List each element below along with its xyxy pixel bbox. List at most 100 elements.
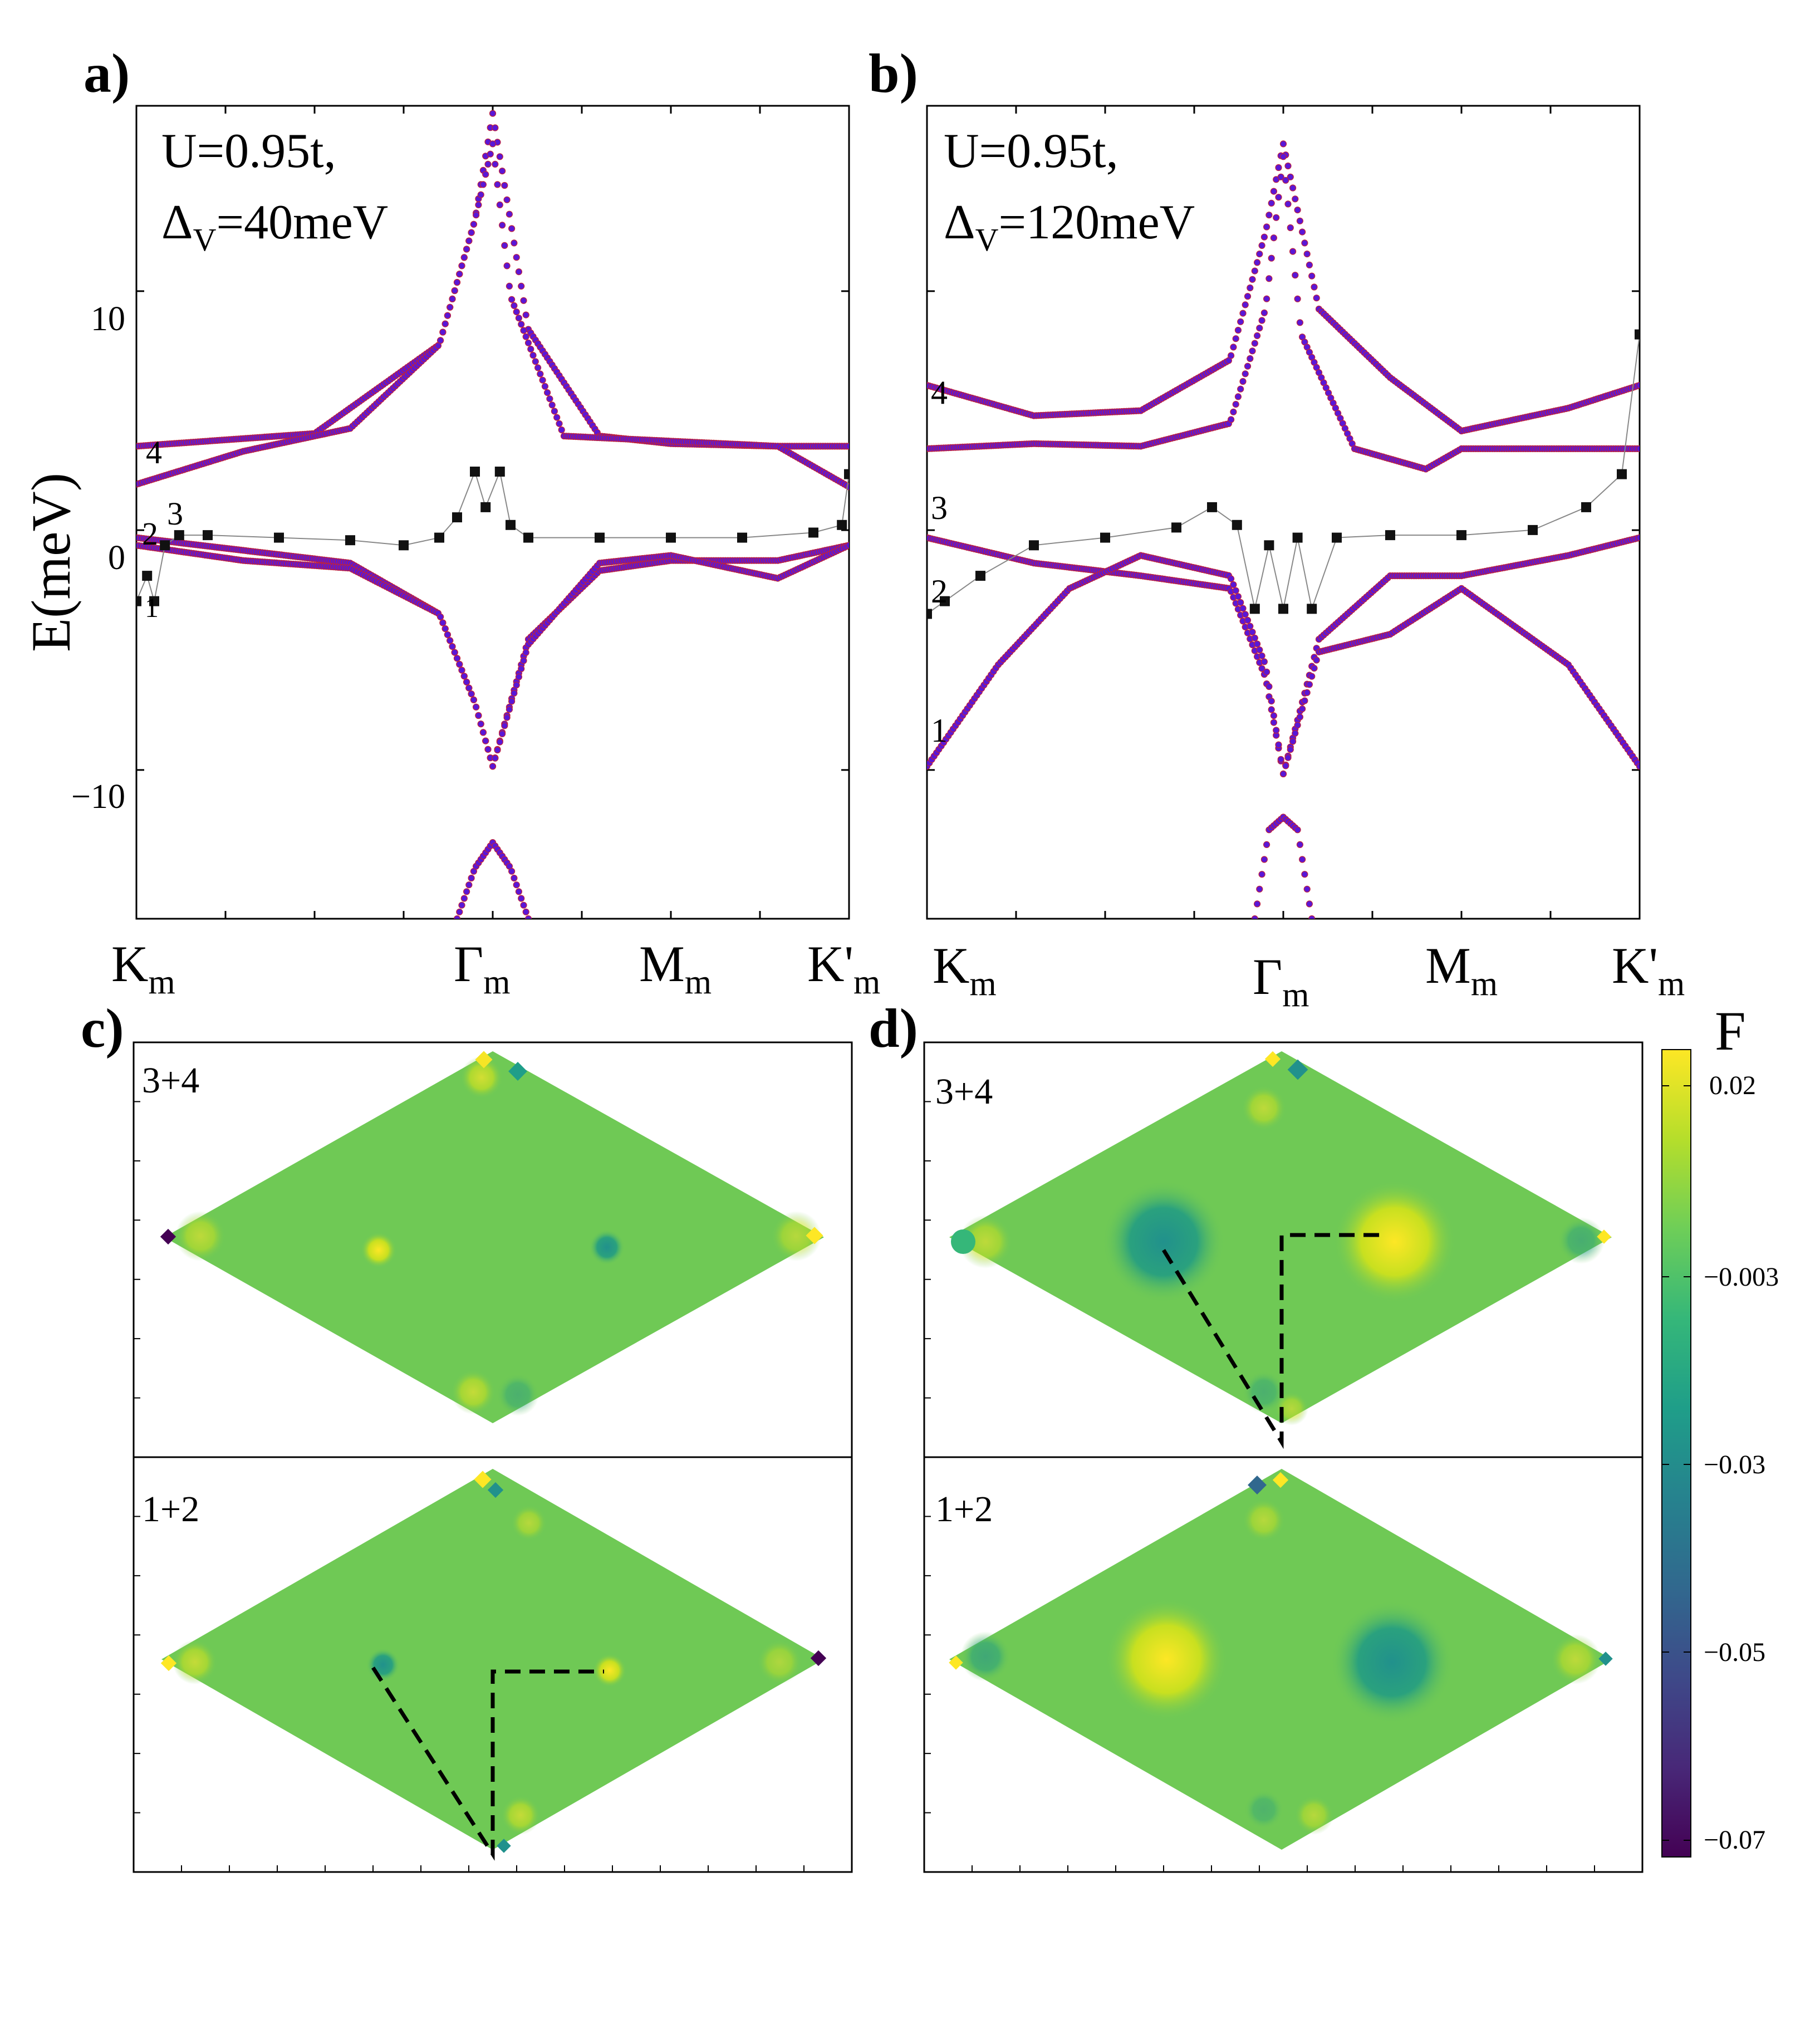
panel-a-annotation-delta: ΔV=40meV [161, 195, 388, 258]
band-point [1254, 640, 1261, 648]
band-point [543, 389, 551, 396]
band-point [513, 254, 520, 261]
band-point [479, 181, 487, 188]
band-point [1268, 706, 1275, 713]
band-point [522, 311, 529, 318]
band-point [1279, 140, 1287, 148]
band-label-2: 2 [142, 516, 158, 552]
band-point [1289, 248, 1297, 255]
band-point [506, 282, 513, 290]
band-point [456, 271, 463, 278]
band-point [1294, 722, 1301, 729]
band-point [1277, 173, 1284, 180]
band-point [460, 254, 468, 261]
band-point [508, 225, 516, 232]
band-point [1292, 729, 1299, 737]
band-point [845, 443, 849, 450]
band-point [1301, 239, 1308, 247]
band-point [1242, 301, 1249, 308]
band-point [541, 383, 549, 390]
band-point [515, 268, 523, 276]
chern-marker-point [274, 532, 284, 543]
band-point [492, 124, 499, 131]
ytick-label: 10 [91, 300, 125, 338]
band-point [447, 303, 454, 311]
band-point [498, 730, 506, 738]
band-point [513, 682, 520, 689]
band-point [460, 673, 468, 680]
chern-marker-point [808, 527, 818, 538]
panel-b-bands [927, 140, 1640, 919]
band-point [465, 237, 473, 244]
band-point [1299, 228, 1306, 236]
panel-label-b: b) [869, 42, 918, 104]
hotspot [487, 1482, 504, 1498]
band-point [492, 160, 499, 168]
band-point [484, 160, 492, 168]
band-point [1251, 267, 1258, 275]
band-point [1260, 309, 1268, 316]
band-point [453, 915, 461, 919]
chern-marker-point [434, 532, 444, 543]
band-point [1228, 416, 1235, 423]
band-point [1234, 393, 1242, 400]
band-point [1636, 763, 1640, 770]
chern-marker-point [837, 520, 847, 530]
hotspot [451, 1370, 496, 1414]
chern-marker-point [160, 540, 170, 551]
band-point [453, 279, 461, 286]
chern-marker-point [149, 596, 159, 606]
band-point [518, 282, 525, 290]
band-point [460, 895, 468, 902]
hotspot [1558, 1217, 1605, 1264]
band-point [1306, 261, 1313, 268]
band-point [527, 345, 534, 353]
band-point [451, 287, 458, 295]
band-point [489, 763, 497, 770]
colorbar-tick-label: −0.05 [1704, 1638, 1765, 1667]
hotspot [1242, 1086, 1286, 1130]
chern-marker-point [844, 469, 849, 479]
band-point [508, 296, 516, 303]
band-point [1251, 634, 1258, 641]
xtick-label-Kprime: K'm [1612, 937, 1685, 1003]
band-point [1279, 153, 1287, 160]
band-point [529, 351, 537, 359]
band-point [1249, 629, 1256, 636]
band-point [458, 262, 465, 269]
band-point [1303, 885, 1311, 893]
chern-marker-point [940, 596, 950, 606]
band-point [503, 196, 511, 203]
band-point [1254, 259, 1261, 266]
band-point [449, 643, 456, 650]
band-point [463, 246, 470, 253]
chern-marker-point [1207, 502, 1217, 512]
band-point [1296, 713, 1303, 721]
chern-marker-point [1249, 604, 1260, 614]
band-point [1239, 310, 1247, 317]
band-point [496, 201, 503, 208]
band-point [1287, 173, 1294, 180]
band-point [1268, 697, 1275, 705]
chern-marker-line [136, 469, 849, 602]
band-point [1306, 900, 1313, 908]
subplot-label: 1+2 [935, 1489, 993, 1530]
band-point [1265, 212, 1273, 219]
band-point [1294, 295, 1301, 302]
xtick-label-Mm: Mm [1425, 937, 1498, 1003]
band-point [494, 181, 501, 188]
hotspot [474, 1471, 492, 1488]
chern-marker-point [142, 571, 153, 581]
band-point [537, 370, 544, 378]
chern-marker-point [470, 467, 480, 477]
band-point [1287, 224, 1294, 232]
band-point [1258, 871, 1265, 878]
band-point [1232, 335, 1239, 342]
band-point [1230, 344, 1237, 351]
hotspot [1105, 1598, 1228, 1721]
chern-marker-point [203, 530, 213, 541]
band-point [496, 738, 503, 746]
band-point [1289, 184, 1297, 192]
chern-marker-point [1307, 604, 1317, 614]
band-point [532, 358, 539, 365]
